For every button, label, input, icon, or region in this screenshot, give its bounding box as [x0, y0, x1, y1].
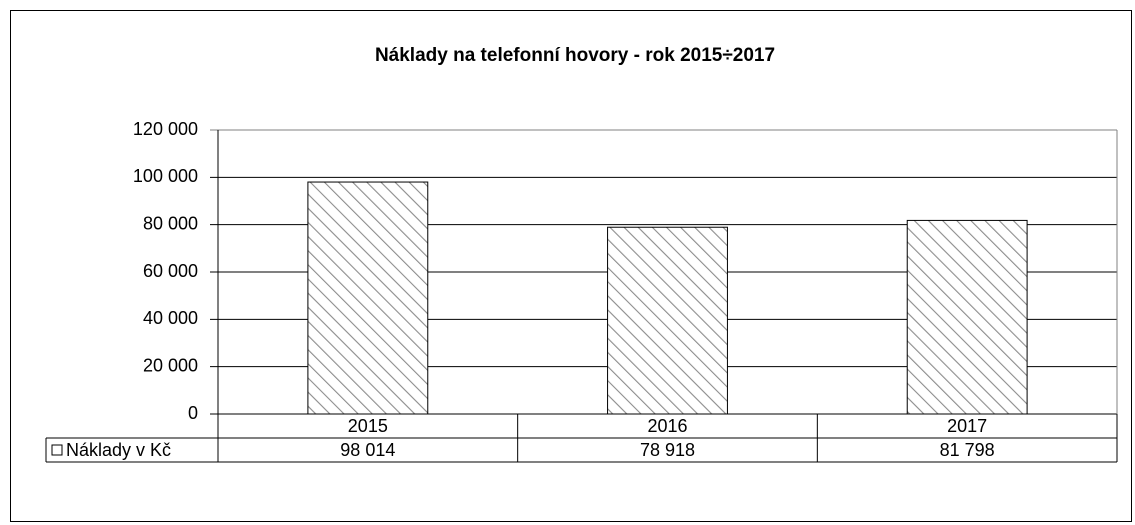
x-tick-label: 2015 — [348, 416, 388, 436]
y-tick-label: 120 000 — [133, 119, 198, 139]
x-tick-label: 2017 — [947, 416, 987, 436]
y-tick-label: 100 000 — [133, 166, 198, 186]
bar — [906, 219, 1028, 415]
bar — [607, 226, 728, 415]
chart-title: Náklady na telefonní hovory - rok 2015÷2… — [375, 45, 775, 66]
data-table-value: 98 014 — [340, 440, 395, 460]
y-tick-label: 40 000 — [143, 308, 198, 328]
y-tick-label: 20 000 — [143, 355, 198, 375]
data-table-value: 81 798 — [940, 440, 995, 460]
y-tick-label: 80 000 — [143, 213, 198, 233]
y-tick-label: 60 000 — [143, 261, 198, 281]
legend-marker — [51, 444, 63, 456]
bar — [307, 181, 429, 415]
y-tick-label: 0 — [188, 403, 198, 423]
data-table-value: 78 918 — [640, 440, 695, 460]
legend-label: Náklady v Kč — [66, 440, 171, 460]
x-tick-label: 2016 — [647, 416, 687, 436]
